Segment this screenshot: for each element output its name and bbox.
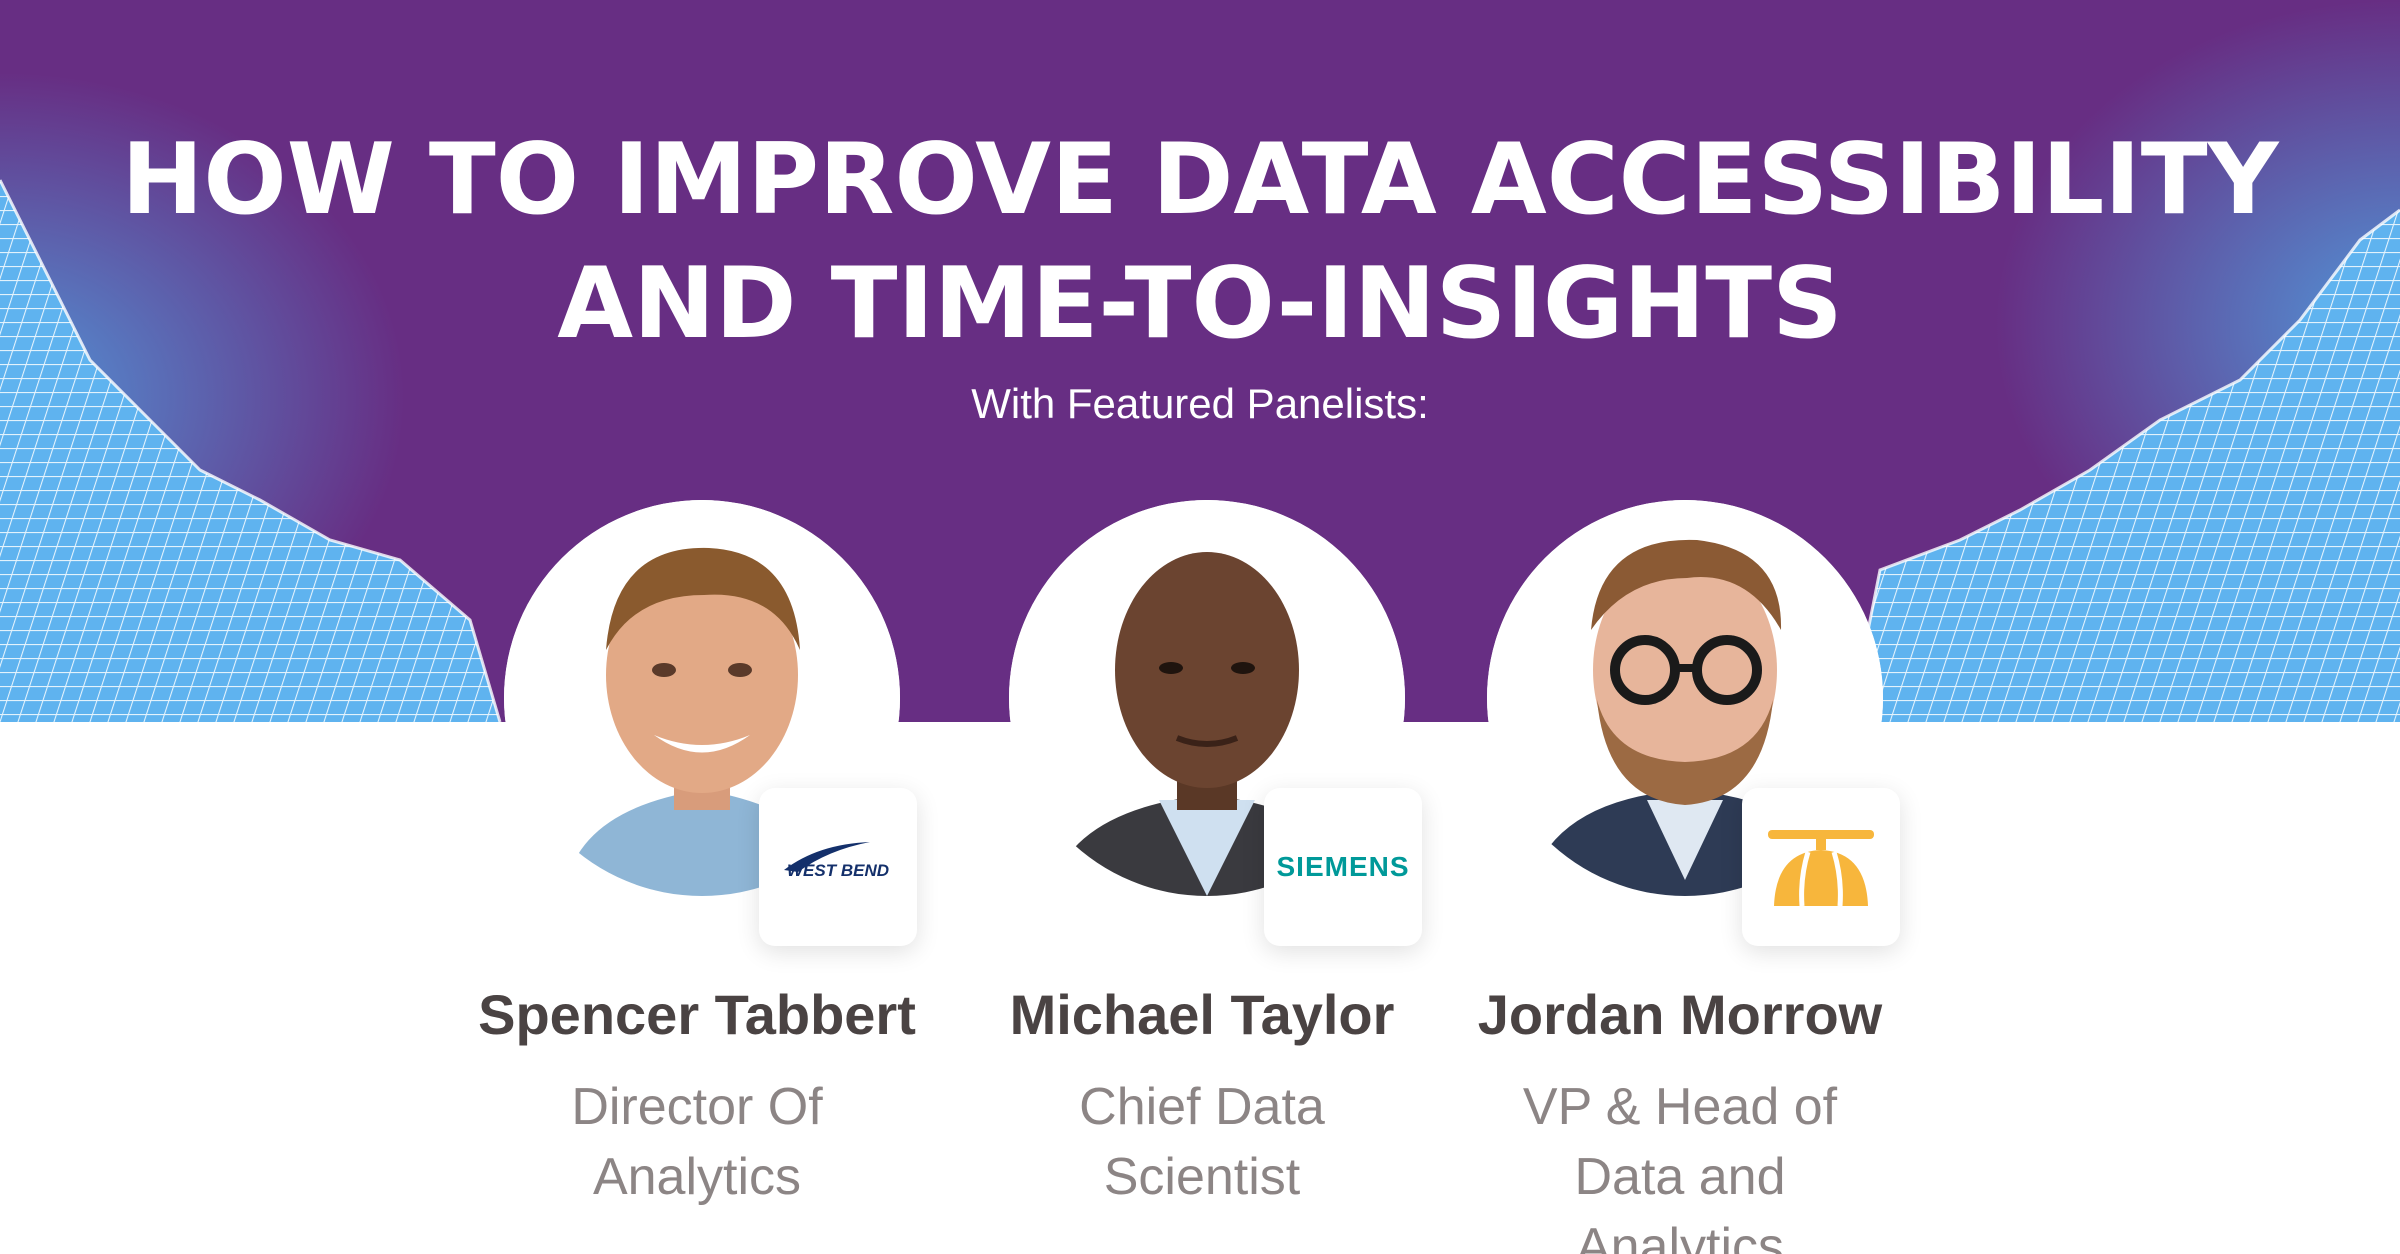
logo-text: SIEMENS xyxy=(1276,851,1410,882)
panelist-card-1: WEST BEND Spencer Tabbert Director Of An… xyxy=(457,500,937,1220)
west-bend-swoosh-icon xyxy=(784,842,870,872)
logo-text: WEST BEND xyxy=(787,861,889,880)
siemens-logo: SIEMENS xyxy=(1264,788,1422,946)
panelist-role: Chief Data Scientist xyxy=(1079,1078,1325,1206)
propeller-hat-icon xyxy=(1768,830,1874,907)
panelist-card-3: Jordan Morrow VP & Head of Data and Anal… xyxy=(1440,500,1920,1254)
panelist-card-2: SIEMENS Michael Taylor Chief Data Scient… xyxy=(962,500,1442,1220)
panelist-role: VP & Head of Data and Analytics xyxy=(1522,1078,1838,1254)
page-title: HOW TO IMPROVE DATA ACCESSIBILITY AND TI… xyxy=(121,123,2279,361)
panelist-role: Director Of Analytics xyxy=(571,1078,823,1206)
panelist-name: Michael Taylor xyxy=(1009,983,1395,1046)
panelist-name: Spencer Tabbert xyxy=(478,983,916,1046)
wireframe-mountains-decoration xyxy=(0,0,2400,722)
propeller-hat-logo xyxy=(1742,788,1900,946)
west-bend-logo: WEST BEND xyxy=(759,788,917,946)
hero-banner: HOW TO IMPROVE DATA ACCESSIBILITY AND TI… xyxy=(0,0,2400,722)
page-subtitle: With Featured Panelists: xyxy=(971,380,1429,427)
panelist-name: Jordan Morrow xyxy=(1477,983,1883,1046)
